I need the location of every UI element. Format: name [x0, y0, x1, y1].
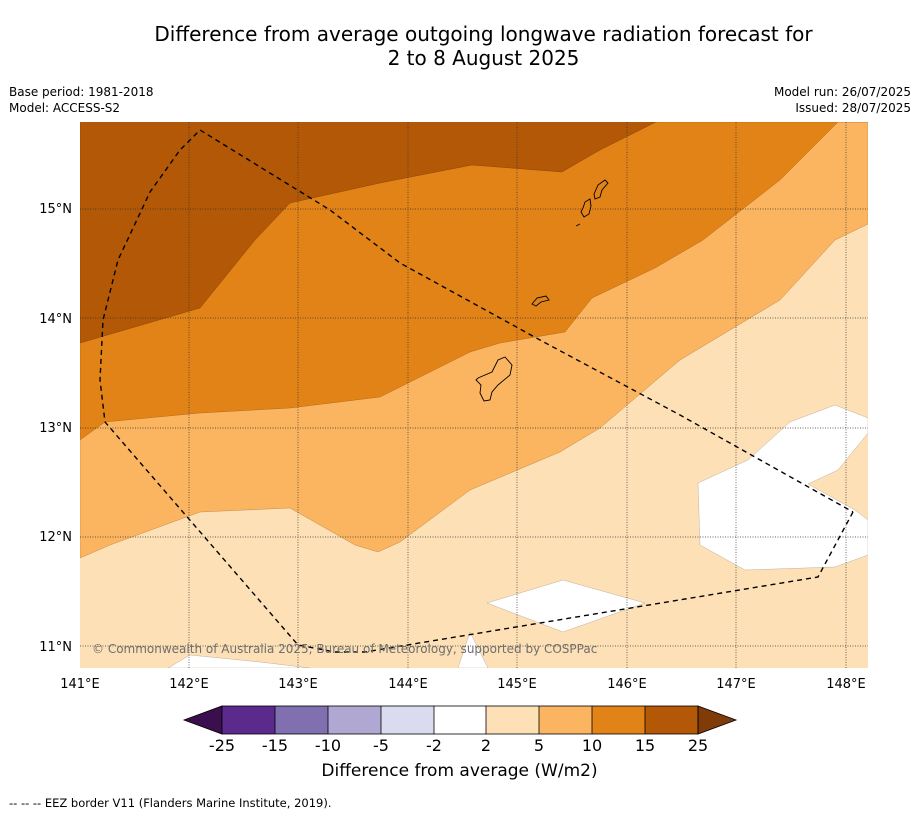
issued-date: Issued: 28/07/2025: [795, 101, 911, 115]
aguijan-island: [575, 223, 581, 227]
y-tick-13n: 13°N: [39, 421, 72, 436]
anomaly-region-neutral-east: [697, 404, 868, 571]
y-tick-12n: 12°N: [39, 530, 72, 545]
colorbar-bin: [539, 706, 592, 734]
anomaly-region-neutral-southwest: [167, 654, 311, 668]
eez-border: [99, 129, 854, 653]
colorbar-tick: 5: [534, 736, 544, 755]
eez-legend-note: -- -- -- EEZ border V11 (Flanders Marine…: [9, 796, 332, 810]
colorbar-bin: [645, 706, 698, 734]
x-tick-142: 142°E: [169, 677, 209, 692]
x-tick-148: 148°E: [826, 677, 866, 692]
colorbar-tick: 10: [582, 736, 602, 755]
colorbar-title: Difference from average (W/m2): [321, 761, 598, 781]
colorbar-bin: [328, 706, 381, 734]
x-tick-143: 143°E: [278, 677, 318, 692]
x-axis-ticks: 141°E 142°E 143°E 144°E 145°E 146°E 147°…: [60, 677, 866, 692]
anomaly-region-15-25: [80, 122, 657, 344]
colorbar: -25 -15 -10 -5 -2 2 5 10 15 25: [182, 705, 738, 755]
graticule: [80, 122, 868, 668]
base-period: Base period: 1981-2018: [9, 85, 154, 99]
y-tick-14n: 14°N: [39, 312, 72, 327]
colorbar-tick: 2: [481, 736, 491, 755]
saipan-island: [593, 179, 609, 200]
x-tick-146: 146°E: [607, 677, 647, 692]
colorbar-extend-low: [182, 705, 223, 735]
meta-right: Model run: 26/07/2025 Issued: 28/07/2025: [774, 84, 911, 116]
colorbar-tick: -2: [426, 736, 442, 755]
model-name: Model: ACCESS-S2: [9, 101, 121, 115]
guam-island: [475, 356, 513, 402]
anomaly-region-neutral-central: [486, 579, 646, 633]
model-run: Model run: 26/07/2025: [773, 85, 911, 99]
colorbar-bin: [381, 706, 434, 734]
x-tick-144: 144°E: [388, 677, 428, 692]
map-panel: © Commonwealth of Australia 2025, Bureau…: [80, 122, 868, 668]
rota-island: [531, 295, 550, 307]
x-tick-147: 147°E: [716, 677, 756, 692]
y-axis-ticks: 15°N 14°N 13°N 12°N 11°N: [39, 202, 72, 655]
colorbar-tick: -25: [209, 736, 235, 755]
map-title: Difference from average outgoing longwav…: [24, 22, 919, 70]
colorbar-bin: [275, 706, 328, 734]
colorbar-bin: [592, 706, 645, 734]
x-tick-145: 145°E: [497, 677, 537, 692]
colorbar-extend-high: [697, 705, 738, 735]
x-tick-141: 141°E: [60, 677, 100, 692]
colorbar-bin: [434, 706, 486, 734]
colorbar-tick: -5: [373, 736, 389, 755]
colorbar-tick: 15: [635, 736, 655, 755]
y-tick-11n: 11°N: [39, 640, 72, 655]
colorbar-tick: 25: [688, 736, 708, 755]
title-line-2: 2 to 8 August 2025: [387, 46, 580, 70]
copyright-notice: © Commonwealth of Australia 2025, Bureau…: [92, 642, 597, 656]
y-tick-15n: 15°N: [39, 202, 72, 217]
title-line-1: Difference from average outgoing longwav…: [154, 22, 813, 46]
tinian-island: [580, 198, 592, 218]
anomaly-region-neutral-south: [457, 631, 489, 668]
colorbar-bin: [486, 706, 539, 734]
colorbar-tick: -10: [315, 736, 341, 755]
meta-left: Base period: 1981-2018 Model: ACCESS-S2: [9, 84, 154, 116]
colorbar-tick: -15: [262, 736, 288, 755]
colorbar-bin: [222, 706, 275, 734]
